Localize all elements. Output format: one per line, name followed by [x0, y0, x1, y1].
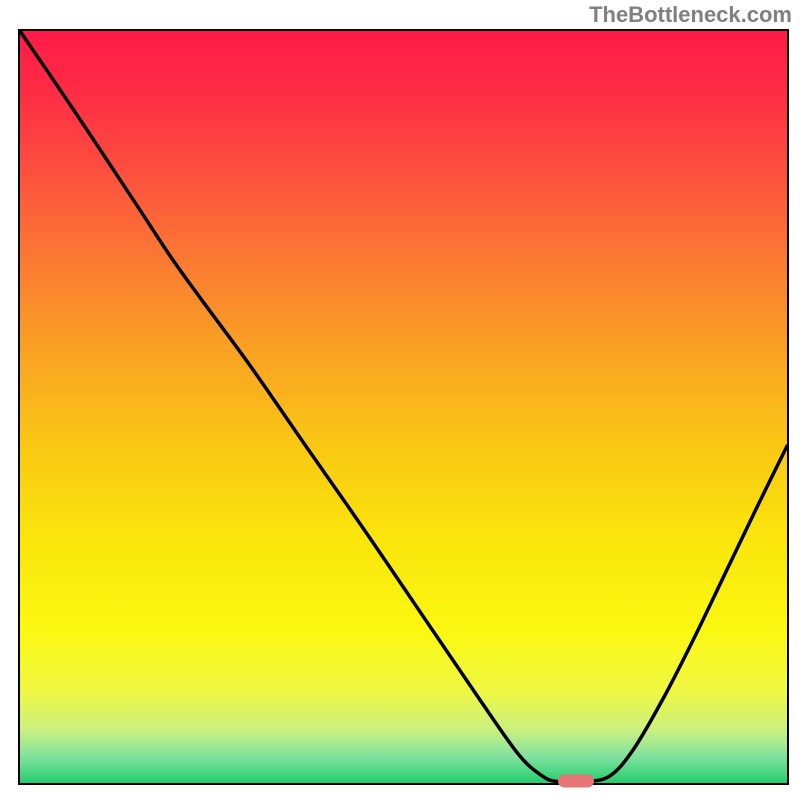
- watermark-text: TheBottleneck.com: [589, 2, 792, 28]
- optimal-marker: [558, 775, 594, 788]
- plot-area: [18, 29, 789, 785]
- gradient-background: [20, 31, 787, 783]
- chart-container: TheBottleneck.com: [0, 0, 800, 800]
- plot-svg: [20, 31, 787, 783]
